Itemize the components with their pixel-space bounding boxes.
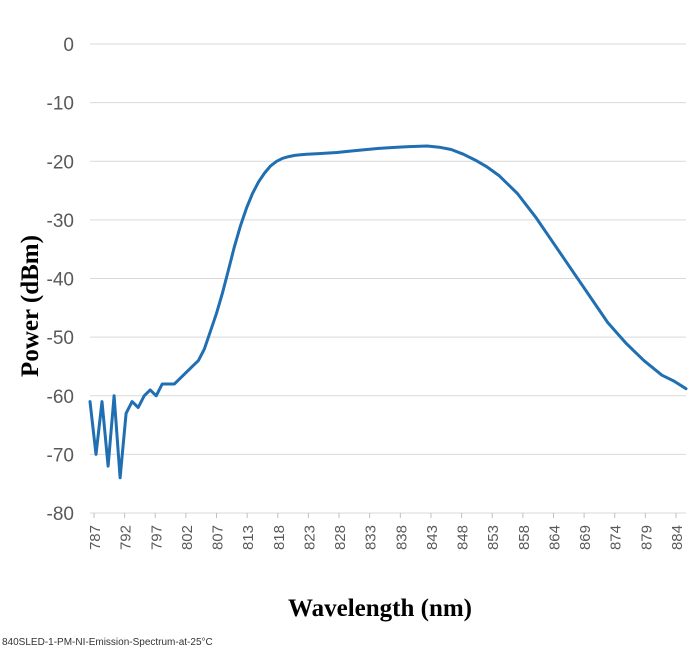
x-tick-label: 813 <box>240 525 257 550</box>
x-tick-label: 807 <box>210 525 227 550</box>
y-tick-label: -20 <box>47 152 74 173</box>
y-tick-label: -60 <box>47 387 74 408</box>
x-tick-label: 833 <box>363 525 380 550</box>
x-tick-label: 828 <box>332 525 349 550</box>
x-tick-label: 823 <box>301 525 318 550</box>
gridlines <box>90 43 686 514</box>
x-tick-label: 879 <box>638 525 655 550</box>
y-tick-label: -70 <box>47 445 74 466</box>
y-tick-label: -80 <box>47 504 74 525</box>
x-tick-label: 802 <box>179 525 196 550</box>
x-tick-label: 884 <box>669 525 686 550</box>
y-tick-label: -10 <box>47 94 74 115</box>
x-axis-ticks: 787 792 797 802 807 813 818 823 828 833 838 843 848 8… <box>87 513 686 550</box>
x-tick-label: 858 <box>516 525 533 550</box>
x-tick-label: 853 <box>485 525 502 550</box>
x-tick-label: 843 <box>424 525 441 550</box>
y-tick-label: -40 <box>47 270 74 291</box>
x-tick-label: 838 <box>393 525 410 550</box>
x-tick-label: 797 <box>148 525 165 550</box>
x-axis-title: Wavelength (nm) <box>288 595 472 622</box>
x-tick-label: 787 <box>87 525 104 550</box>
y-tick-label: -30 <box>47 211 74 232</box>
x-tick-label: 864 <box>546 525 563 550</box>
x-tick-label: 874 <box>608 525 625 550</box>
x-tick-label: 869 <box>577 525 594 550</box>
y-tick-label: 0 <box>63 35 74 56</box>
image-caption: 840SLED-1-PM-NI-Emission-Spectrum-at-25°… <box>2 637 213 648</box>
y-tick-label: -50 <box>47 328 74 349</box>
spectrum-line <box>88 144 688 480</box>
x-tick-label: 848 <box>455 525 472 550</box>
y-axis-title: Power (dBm) <box>17 235 44 377</box>
x-tick-label: 818 <box>271 525 288 550</box>
x-tick-label: 792 <box>118 525 135 550</box>
y-axis-ticks: 0 -10 -20 -30 -40 -50 -60 -70 -80 <box>47 35 74 525</box>
series-group <box>88 144 688 480</box>
